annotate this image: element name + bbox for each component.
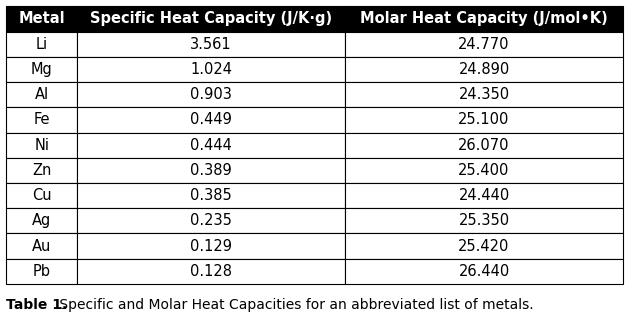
Text: 1.024: 1.024 [190, 62, 232, 77]
Text: 0.128: 0.128 [190, 264, 232, 279]
Bar [345, 32, 623, 57]
Bar [6, 57, 77, 82]
Bar [6, 107, 77, 132]
Text: 0.444: 0.444 [191, 137, 232, 153]
Text: Cu: Cu [32, 188, 52, 203]
Text: 25.400: 25.400 [459, 163, 509, 178]
Text: Zn: Zn [32, 163, 52, 178]
Bar [345, 132, 623, 158]
Bar [77, 208, 345, 234]
Text: 24.440: 24.440 [459, 188, 509, 203]
Bar [77, 132, 345, 158]
Bar [345, 158, 623, 183]
Text: 25.350: 25.350 [459, 213, 509, 228]
Text: 0.129: 0.129 [190, 239, 232, 254]
Bar [6, 259, 77, 284]
Bar [77, 6, 345, 32]
Bar [77, 32, 345, 57]
Text: 0.389: 0.389 [191, 163, 232, 178]
Text: Mg: Mg [31, 62, 53, 77]
Text: Ni: Ni [34, 137, 49, 153]
Text: 24.770: 24.770 [459, 37, 509, 52]
Text: Specific and Molar Heat Capacities for an abbreviated list of metals.: Specific and Molar Heat Capacities for a… [55, 298, 534, 312]
Text: Ag: Ag [32, 213, 52, 228]
Bar [345, 107, 623, 132]
Text: Specific Heat Capacity (J/K·g): Specific Heat Capacity (J/K·g) [90, 11, 332, 26]
Text: Au: Au [32, 239, 52, 254]
Bar [77, 82, 345, 107]
Bar [6, 32, 77, 57]
Text: Molar Heat Capacity (J/mol•K): Molar Heat Capacity (J/mol•K) [360, 11, 608, 26]
Text: Metal: Metal [18, 11, 65, 26]
Text: Li: Li [36, 37, 48, 52]
Bar [6, 6, 77, 32]
Bar [345, 208, 623, 234]
Text: 3.561: 3.561 [191, 37, 232, 52]
Text: 25.420: 25.420 [459, 239, 509, 254]
Text: Pb: Pb [33, 264, 51, 279]
Text: Table 1.: Table 1. [6, 298, 67, 312]
Text: 0.903: 0.903 [191, 87, 232, 102]
Bar [6, 132, 77, 158]
Bar [6, 158, 77, 183]
Text: 0.235: 0.235 [191, 213, 232, 228]
Bar [77, 259, 345, 284]
Bar [345, 82, 623, 107]
Bar [77, 57, 345, 82]
Bar [345, 57, 623, 82]
Bar [77, 183, 345, 208]
Bar [77, 234, 345, 259]
Bar [6, 234, 77, 259]
Bar [6, 82, 77, 107]
Text: 25.100: 25.100 [459, 112, 509, 127]
Text: 24.350: 24.350 [459, 87, 509, 102]
Bar [77, 107, 345, 132]
Text: Al: Al [35, 87, 49, 102]
Bar [345, 259, 623, 284]
Bar [6, 208, 77, 234]
Text: 24.890: 24.890 [459, 62, 509, 77]
Text: 0.449: 0.449 [191, 112, 232, 127]
Text: 0.385: 0.385 [191, 188, 232, 203]
Text: 26.070: 26.070 [459, 137, 509, 153]
Text: Fe: Fe [33, 112, 50, 127]
Bar [6, 183, 77, 208]
Bar [345, 183, 623, 208]
Bar [345, 234, 623, 259]
Bar [77, 158, 345, 183]
Bar [345, 6, 623, 32]
Text: 26.440: 26.440 [459, 264, 509, 279]
